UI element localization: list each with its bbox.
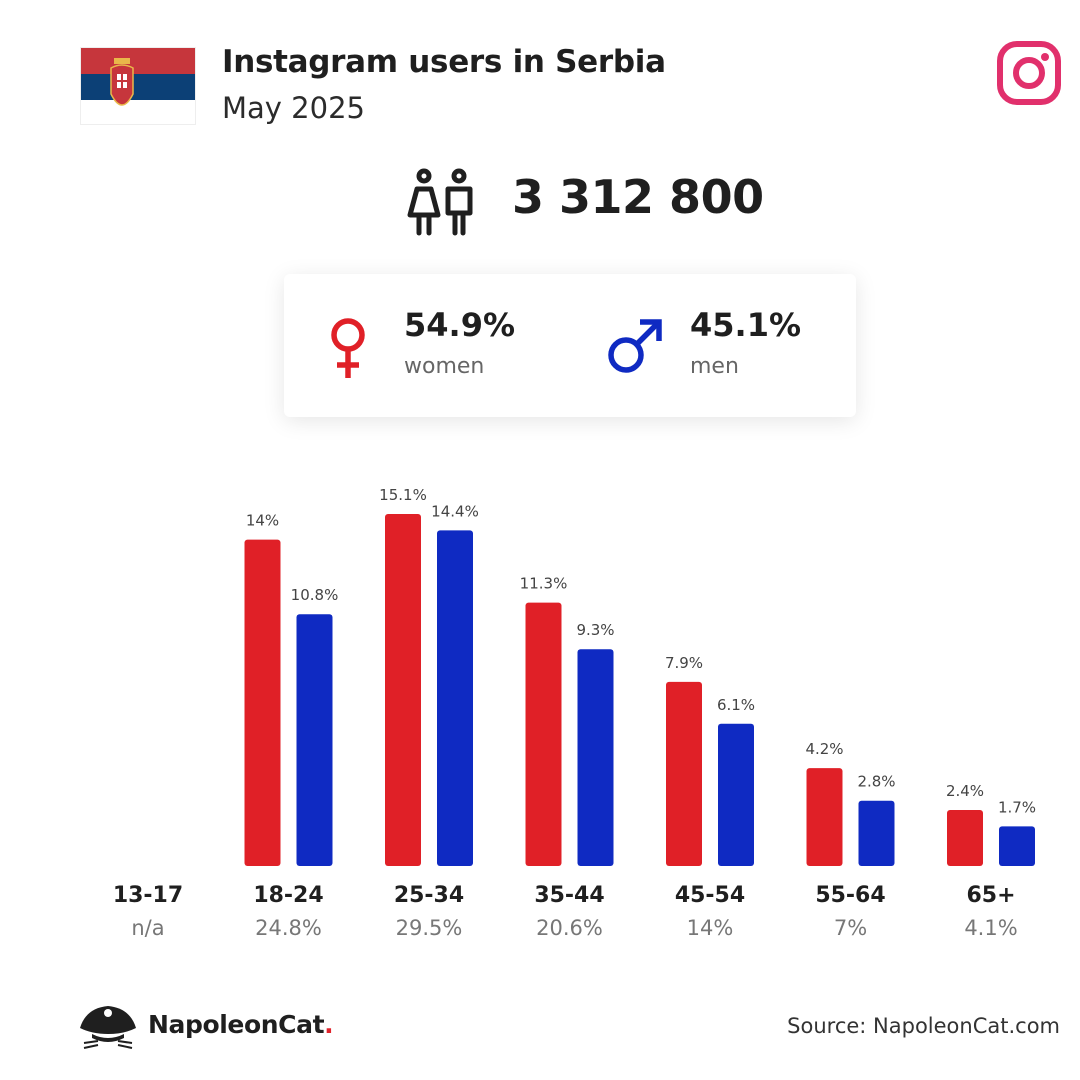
bar-men-35-44 [577,649,614,866]
brand-dot: . [324,1010,334,1039]
category-label: 18-24 [253,883,324,908]
category-total: 7% [833,916,868,940]
napoleoncat-logo-icon [80,1006,136,1049]
category-total: 29.5% [395,916,463,940]
users-icon [407,168,473,236]
bar-value-label: 2.4% [946,782,984,800]
category-label: 25-34 [393,883,465,908]
bar-men-65+ [999,826,1035,866]
bar-value-label: 15.1% [379,486,427,504]
bar-value-label: 9.3% [576,621,614,639]
category-total: 24.8% [255,916,322,940]
instagram-icon [997,41,1061,105]
category-total: n/a [131,916,165,940]
category-total: 14% [686,916,734,940]
bar-women-45-54 [666,681,702,866]
female-symbol-icon [331,318,365,378]
bar-men-25-34 [437,530,473,866]
category-label: 65+ [966,883,1016,908]
coat-of-arms-icon [110,58,134,106]
women-label: women [404,354,485,379]
bar-women-25-34 [385,514,421,866]
category-label: 55-64 [815,883,886,908]
brand-name: NapoleonCat. [148,1010,334,1039]
bar-value-label: 1.7% [998,798,1036,816]
bar-women-55-64 [806,768,843,866]
men-label: men [690,354,739,379]
chart-subtitle: May 2025 [222,91,365,125]
bar-value-label: 2.8% [857,773,895,791]
bar-value-label: 6.1% [717,696,755,714]
brand-text: NapoleonCat [148,1010,325,1039]
bar-women-35-44 [525,602,562,866]
bar-women-18-24 [244,539,281,866]
source-note: Source: NapoleonCat.com [787,1014,1060,1038]
category-label: 35-44 [534,883,605,908]
women-percentage: 54.9% [404,306,516,344]
chart-title: Instagram users in Serbia [222,44,666,80]
bar-men-18-24 [296,614,333,866]
gender-split-card: 54.9% women 45.1% men [284,274,856,417]
bar-men-45-54 [718,723,754,866]
bar-women-65+ [947,810,983,866]
category-total: 4.1% [964,916,1018,940]
category-label: 13-17 [112,883,184,908]
male-symbol-icon [608,319,662,373]
bar-value-label: 4.2% [805,740,843,758]
bar-men-55-64 [858,800,895,866]
bar-value-label: 14.4% [431,502,479,520]
category-total: 20.6% [536,916,603,940]
total-users: 3 312 800 [512,170,764,224]
serbia-flag [80,47,196,125]
bar-value-label: 10.8% [291,586,339,604]
bar-value-label: 11.3% [520,575,568,593]
bar-value-label: 14% [246,512,279,530]
category-label: 45-54 [674,883,746,908]
men-percentage: 45.1% [690,306,802,344]
bar-value-label: 7.9% [665,654,703,672]
